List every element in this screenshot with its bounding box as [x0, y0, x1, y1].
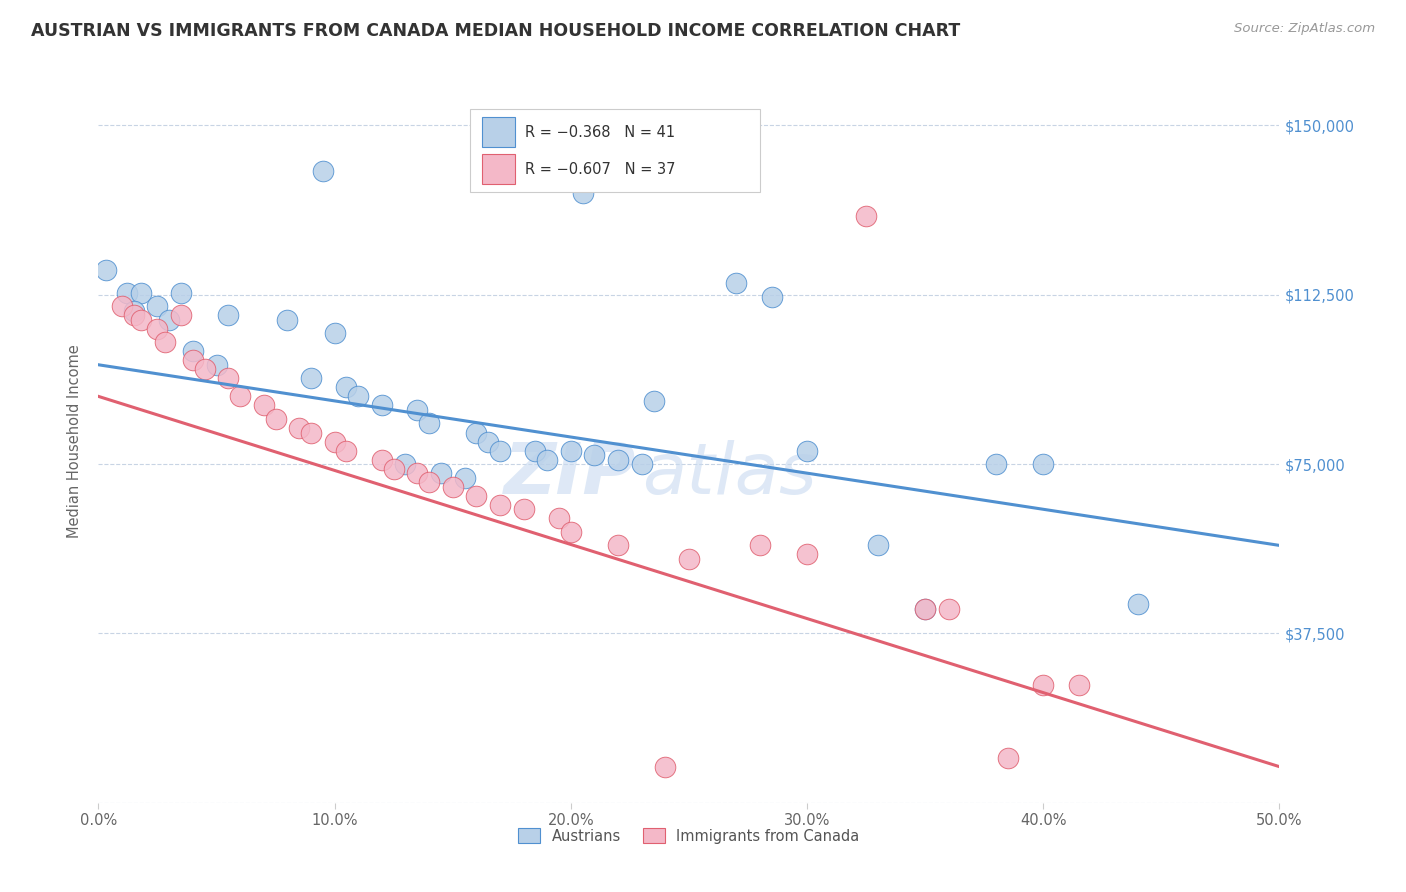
- Point: [217, 308, 239, 322]
- Point: [129, 285, 152, 300]
- Point: [630, 457, 652, 471]
- Point: [323, 326, 346, 340]
- Point: [157, 312, 180, 326]
- Point: [914, 601, 936, 615]
- Point: [406, 403, 429, 417]
- Point: [312, 163, 335, 178]
- Point: [146, 321, 169, 335]
- Point: [276, 312, 298, 326]
- Point: [796, 443, 818, 458]
- Point: [253, 398, 276, 412]
- Point: [997, 750, 1019, 764]
- Point: [1032, 457, 1054, 471]
- Point: [335, 380, 357, 394]
- Point: [418, 417, 440, 431]
- Point: [115, 285, 138, 300]
- Point: [607, 538, 630, 552]
- Point: [866, 538, 889, 552]
- Point: [205, 358, 228, 372]
- Point: [1067, 678, 1090, 692]
- Point: [418, 475, 440, 490]
- Point: [264, 412, 287, 426]
- Point: [153, 335, 176, 350]
- Text: Source: ZipAtlas.com: Source: ZipAtlas.com: [1234, 22, 1375, 36]
- Point: [217, 371, 239, 385]
- Point: [229, 389, 252, 403]
- Bar: [482, 118, 516, 147]
- Point: [548, 511, 571, 525]
- Point: [607, 452, 630, 467]
- Point: [347, 389, 370, 403]
- Point: [181, 344, 204, 359]
- Point: [465, 489, 488, 503]
- Bar: [482, 154, 516, 184]
- Point: [748, 538, 770, 552]
- Point: [725, 277, 748, 291]
- Point: [111, 299, 134, 313]
- Point: [406, 466, 429, 480]
- Point: [536, 452, 558, 467]
- Point: [512, 502, 534, 516]
- Point: [129, 312, 152, 326]
- Y-axis label: Median Household Income: Median Household Income: [67, 344, 83, 539]
- Legend: Austrians, Immigrants from Canada: Austrians, Immigrants from Canada: [512, 822, 866, 850]
- Point: [299, 425, 322, 440]
- Point: [122, 308, 145, 322]
- Point: [382, 461, 405, 475]
- Point: [430, 466, 453, 480]
- Point: [560, 524, 582, 539]
- Point: [914, 601, 936, 615]
- Point: [94, 263, 117, 277]
- Point: [122, 303, 145, 318]
- Point: [299, 371, 322, 385]
- Point: [465, 425, 488, 440]
- Point: [335, 443, 357, 458]
- Point: [371, 398, 394, 412]
- Point: [678, 552, 700, 566]
- Text: R = −0.368   N = 41: R = −0.368 N = 41: [524, 125, 675, 140]
- Point: [170, 308, 193, 322]
- Point: [796, 548, 818, 562]
- Point: [761, 290, 783, 304]
- Point: [194, 362, 217, 376]
- Text: atlas: atlas: [641, 440, 817, 508]
- Point: [146, 299, 169, 313]
- Point: [583, 448, 606, 462]
- Point: [323, 434, 346, 449]
- Point: [654, 760, 676, 774]
- Point: [855, 209, 877, 223]
- Point: [984, 457, 1007, 471]
- Point: [571, 186, 593, 201]
- Text: ZIP: ZIP: [503, 440, 636, 508]
- FancyBboxPatch shape: [471, 109, 759, 193]
- Point: [560, 443, 582, 458]
- Point: [643, 393, 665, 408]
- Text: R = −0.607   N = 37: R = −0.607 N = 37: [524, 161, 675, 177]
- Point: [477, 434, 499, 449]
- Point: [371, 452, 394, 467]
- Point: [181, 353, 204, 368]
- Point: [170, 285, 193, 300]
- Point: [489, 498, 512, 512]
- Point: [441, 480, 464, 494]
- Point: [453, 470, 475, 484]
- Point: [1126, 597, 1149, 611]
- Point: [1032, 678, 1054, 692]
- Point: [288, 421, 311, 435]
- Point: [489, 443, 512, 458]
- Point: [938, 601, 960, 615]
- Text: AUSTRIAN VS IMMIGRANTS FROM CANADA MEDIAN HOUSEHOLD INCOME CORRELATION CHART: AUSTRIAN VS IMMIGRANTS FROM CANADA MEDIA…: [31, 22, 960, 40]
- Point: [394, 457, 416, 471]
- Point: [524, 443, 547, 458]
